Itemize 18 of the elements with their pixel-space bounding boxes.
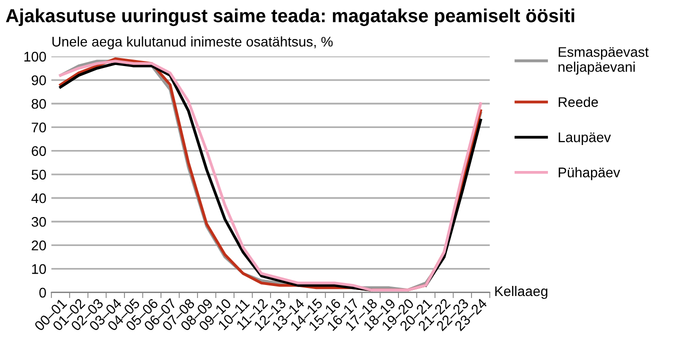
y-tick-label: 0 <box>39 288 46 298</box>
y-tick-label: 80 <box>32 98 46 109</box>
legend-label: Pühapäev <box>558 167 620 180</box>
y-tick-label: 70 <box>32 122 46 132</box>
y-tick-label: 50 <box>32 170 46 180</box>
legend-label: Esmaspäevast neljapäevani <box>558 47 649 75</box>
y-tick-label: 40 <box>31 193 46 204</box>
y-tick-label: 90 <box>32 75 46 86</box>
y-tick-label: 10 <box>32 264 46 274</box>
y-tick-label: 30 <box>32 216 46 227</box>
y-tick-label: 20 <box>32 240 46 250</box>
legend-label: Reede <box>558 96 598 108</box>
y-tick-label: 60 <box>32 146 46 156</box>
x-axis-title: Kellaaeg <box>495 286 548 299</box>
y-axis-title: Unele aega kulutanud inimeste osatähtsus, % <box>52 36 333 50</box>
legend-label: Laupäev <box>558 132 611 145</box>
y-tick-label: 100 <box>24 52 46 62</box>
chart-title: Ajakasutuse uuringust saime teada: magatakse peamiselt öösiti <box>6 8 574 26</box>
